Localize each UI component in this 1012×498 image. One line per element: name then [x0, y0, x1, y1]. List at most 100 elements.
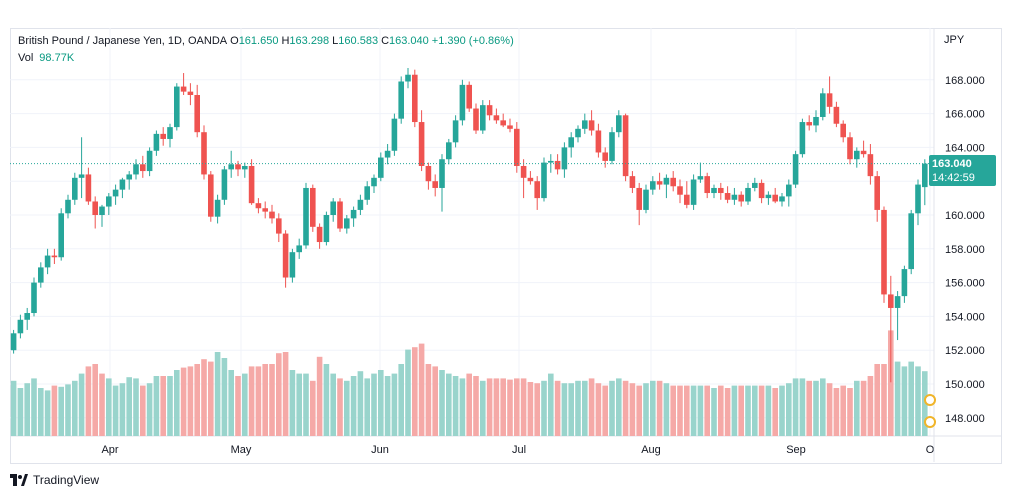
candle-body [609, 132, 615, 161]
candle-body [65, 199, 71, 214]
candle-body [867, 154, 874, 177]
candle-body [255, 203, 262, 209]
volume-bar [622, 380, 629, 436]
volume-bar [663, 383, 670, 436]
volume-bar [493, 378, 500, 436]
volume-bar [908, 361, 914, 436]
candle-body [901, 269, 908, 297]
candle-body [915, 184, 921, 214]
candle-body [180, 86, 187, 92]
candle-body [629, 176, 636, 188]
candle-body [38, 267, 44, 283]
candle-body [908, 213, 914, 270]
tradingview-branding[interactable]: TradingView [10, 473, 99, 487]
volume-bar [160, 376, 166, 436]
volume-bar [255, 366, 262, 436]
volume-bar [595, 383, 602, 436]
volume-bar [446, 373, 452, 436]
close-label: C [381, 35, 390, 47]
volume-bar [745, 385, 751, 436]
volume-bar [432, 366, 438, 436]
candle-body [602, 152, 608, 161]
volume-bar [486, 378, 493, 436]
volume-bar [316, 356, 323, 436]
volume-bar [650, 380, 656, 436]
volume-bar [711, 388, 717, 436]
candle-body [201, 132, 207, 175]
volume-bar [704, 385, 710, 436]
volume-bar [520, 378, 527, 436]
candle-body [72, 177, 78, 200]
volume-bar [860, 380, 867, 436]
volume-bar [922, 371, 928, 436]
candle-body [786, 184, 792, 197]
candle-body [711, 187, 717, 194]
volume-bar [17, 388, 24, 436]
candle-body [432, 181, 438, 188]
volume-bar [677, 385, 683, 436]
volume-bar [854, 380, 860, 436]
candle-body [752, 182, 758, 188]
price-tick-label: 158.000 [945, 244, 985, 256]
candle-body [765, 194, 772, 199]
time-tick-label: Sep [786, 444, 806, 456]
candle-body [194, 95, 200, 133]
candle-body [167, 127, 173, 139]
volume-bar [65, 384, 71, 436]
candle-body [772, 194, 778, 202]
volume-bar [221, 358, 228, 436]
candle-body [684, 194, 690, 205]
candle-body [541, 162, 547, 199]
candle-body [187, 91, 194, 96]
candle-body [833, 106, 840, 124]
candle-body [418, 122, 425, 166]
volume-bar [758, 385, 765, 436]
volume-bar [534, 383, 540, 436]
volume-bar [466, 373, 472, 436]
volume-bar [609, 380, 615, 436]
candle-body [282, 233, 289, 278]
candle-body [344, 218, 350, 229]
volume-bar [765, 385, 772, 436]
candle-body [112, 189, 119, 197]
volume-bar [72, 380, 78, 436]
volume-bar [541, 380, 547, 436]
volume-bar [85, 366, 92, 436]
volume-bar [146, 383, 153, 436]
candle-body [323, 215, 330, 243]
candle-body [520, 165, 527, 178]
candle-body [616, 115, 622, 133]
volume-bar [813, 380, 819, 436]
volume-bar [459, 378, 466, 436]
price-tick-label: 152.000 [945, 345, 985, 357]
volume-bar [276, 353, 282, 436]
candle-body [364, 186, 370, 200]
volume-bar [194, 364, 200, 436]
price-tick-label: 148.000 [945, 413, 985, 425]
volume-bar [119, 383, 126, 436]
price-tick-label: 166.000 [945, 109, 985, 121]
candle-body [412, 74, 418, 123]
volume-label: Vol [18, 52, 34, 64]
candle-body [854, 150, 860, 160]
candle-body [391, 118, 398, 151]
candle-body [792, 154, 799, 185]
volume-bar [78, 373, 85, 436]
volume-legend: Vol 98.77K [18, 52, 77, 64]
volume-bar [575, 380, 581, 436]
candle-body [554, 160, 561, 170]
volume-bar [480, 380, 486, 436]
candle-body [881, 209, 887, 295]
candle-body [582, 120, 588, 129]
candle-body [486, 105, 493, 116]
candle-body [704, 176, 710, 194]
candle-body [527, 177, 534, 182]
volume-bar [568, 383, 574, 436]
event-marker-icon [924, 394, 936, 406]
volume-bar [214, 352, 221, 436]
volume-bar [262, 364, 268, 436]
price-tick-label: 168.000 [945, 75, 985, 87]
bar-countdown: 14:42:59 [932, 172, 975, 184]
volume-bar [24, 383, 30, 436]
